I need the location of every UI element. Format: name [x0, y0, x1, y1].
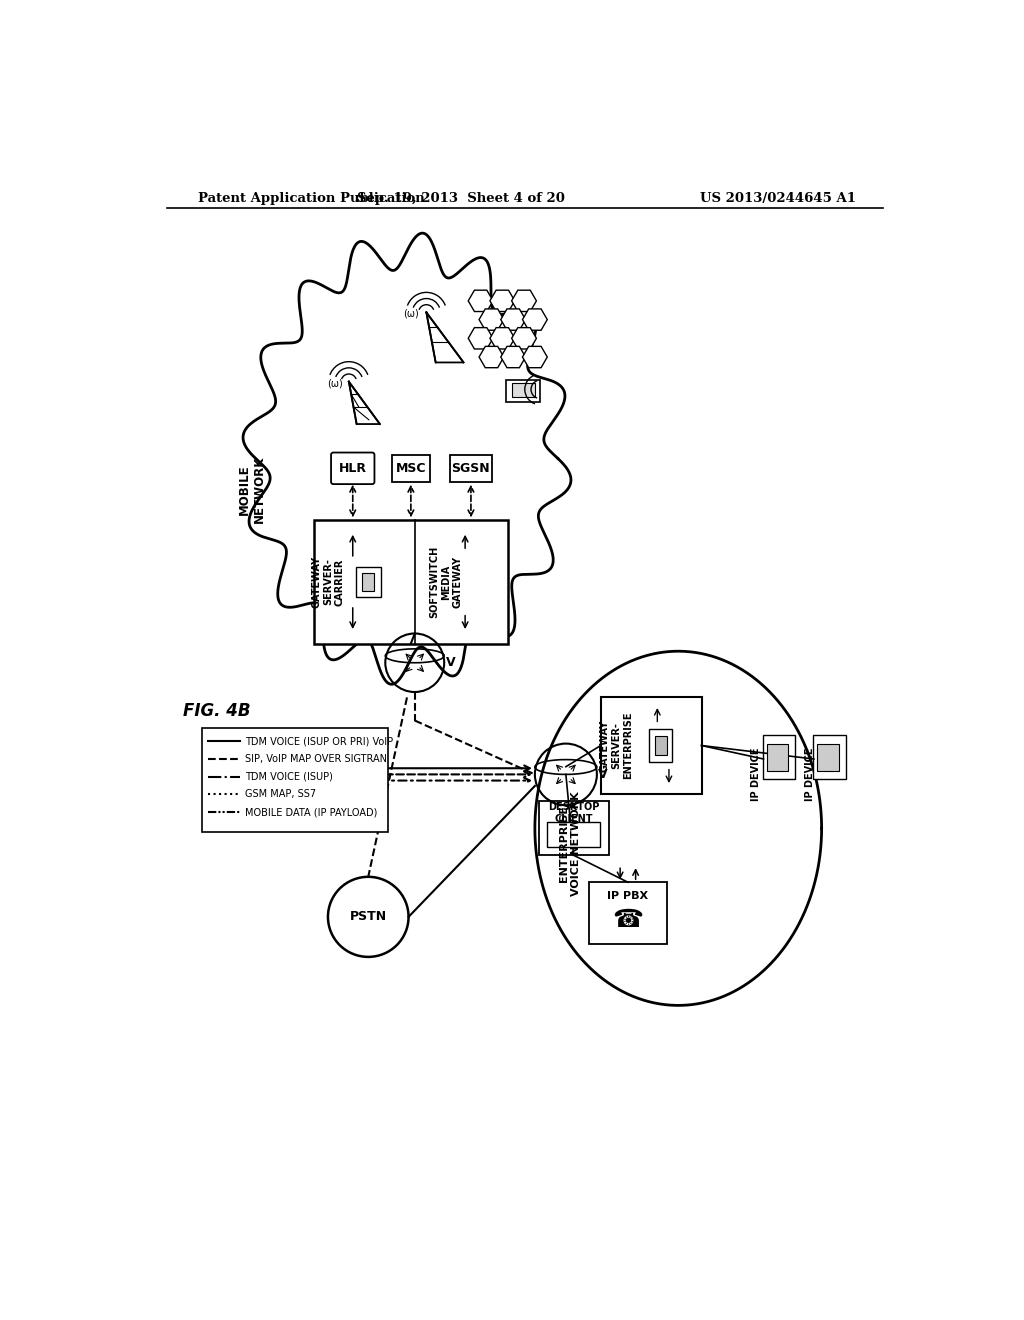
Text: (ω): (ω): [327, 379, 343, 388]
FancyBboxPatch shape: [506, 380, 541, 401]
Text: V: V: [598, 768, 608, 781]
FancyBboxPatch shape: [450, 455, 493, 482]
Text: PSTN: PSTN: [349, 911, 387, 924]
FancyBboxPatch shape: [763, 735, 796, 779]
Text: (ω): (ω): [403, 309, 419, 319]
FancyBboxPatch shape: [767, 743, 788, 771]
Text: IP PBX: IP PBX: [607, 891, 648, 902]
Text: GATEWAY
SERVER-
ENTERPRISE: GATEWAY SERVER- ENTERPRISE: [600, 711, 633, 779]
Text: Sep. 19, 2013  Sheet 4 of 20: Sep. 19, 2013 Sheet 4 of 20: [357, 191, 565, 205]
Text: IP DEVICE: IP DEVICE: [751, 747, 761, 801]
Text: GSM MAP, SS7: GSM MAP, SS7: [245, 789, 316, 800]
FancyBboxPatch shape: [356, 568, 381, 597]
FancyBboxPatch shape: [601, 697, 701, 793]
FancyBboxPatch shape: [512, 383, 535, 397]
Text: SGSN: SGSN: [452, 462, 490, 475]
FancyBboxPatch shape: [362, 573, 375, 591]
Text: SOFTSWITCH
MEDIA
GATEWAY: SOFTSWITCH MEDIA GATEWAY: [429, 545, 463, 618]
Text: MOBILE
NETWORK: MOBILE NETWORK: [238, 455, 266, 523]
Text: IP DEVICE: IP DEVICE: [805, 747, 815, 801]
FancyBboxPatch shape: [817, 743, 839, 771]
Text: MSC: MSC: [395, 462, 426, 475]
FancyBboxPatch shape: [331, 453, 375, 484]
Text: FIG. 4B: FIG. 4B: [183, 702, 251, 721]
Text: HLR: HLR: [339, 462, 367, 475]
Text: MOBILE DATA (IP PAYLOAD): MOBILE DATA (IP PAYLOAD): [245, 807, 378, 817]
FancyBboxPatch shape: [649, 730, 672, 762]
FancyBboxPatch shape: [655, 737, 668, 755]
Text: TDM VOICE (ISUP): TDM VOICE (ISUP): [245, 772, 333, 781]
Text: TDM VOICE (ISUP OR PRI) VoIP: TDM VOICE (ISUP OR PRI) VoIP: [245, 737, 393, 746]
Text: GATEWAY
SERVER-
CARRIER: GATEWAY SERVER- CARRIER: [311, 556, 344, 609]
Text: DESKTOP
CLIENT: DESKTOP CLIENT: [548, 803, 599, 824]
FancyBboxPatch shape: [547, 822, 600, 847]
Text: Patent Application Publication: Patent Application Publication: [198, 191, 425, 205]
FancyBboxPatch shape: [202, 729, 388, 832]
Text: SIP, VoIP MAP OVER SIGTRAN: SIP, VoIP MAP OVER SIGTRAN: [245, 754, 387, 764]
FancyBboxPatch shape: [391, 455, 430, 482]
FancyBboxPatch shape: [589, 882, 667, 944]
Text: US 2013/0244645 A1: US 2013/0244645 A1: [700, 191, 856, 205]
Text: ENTERPRISE
VOICE NETWORK: ENTERPRISE VOICE NETWORK: [559, 792, 581, 896]
Text: ☎: ☎: [612, 908, 643, 932]
Text: V: V: [445, 656, 456, 669]
FancyBboxPatch shape: [539, 801, 608, 855]
FancyBboxPatch shape: [813, 735, 846, 779]
FancyBboxPatch shape: [314, 520, 508, 644]
